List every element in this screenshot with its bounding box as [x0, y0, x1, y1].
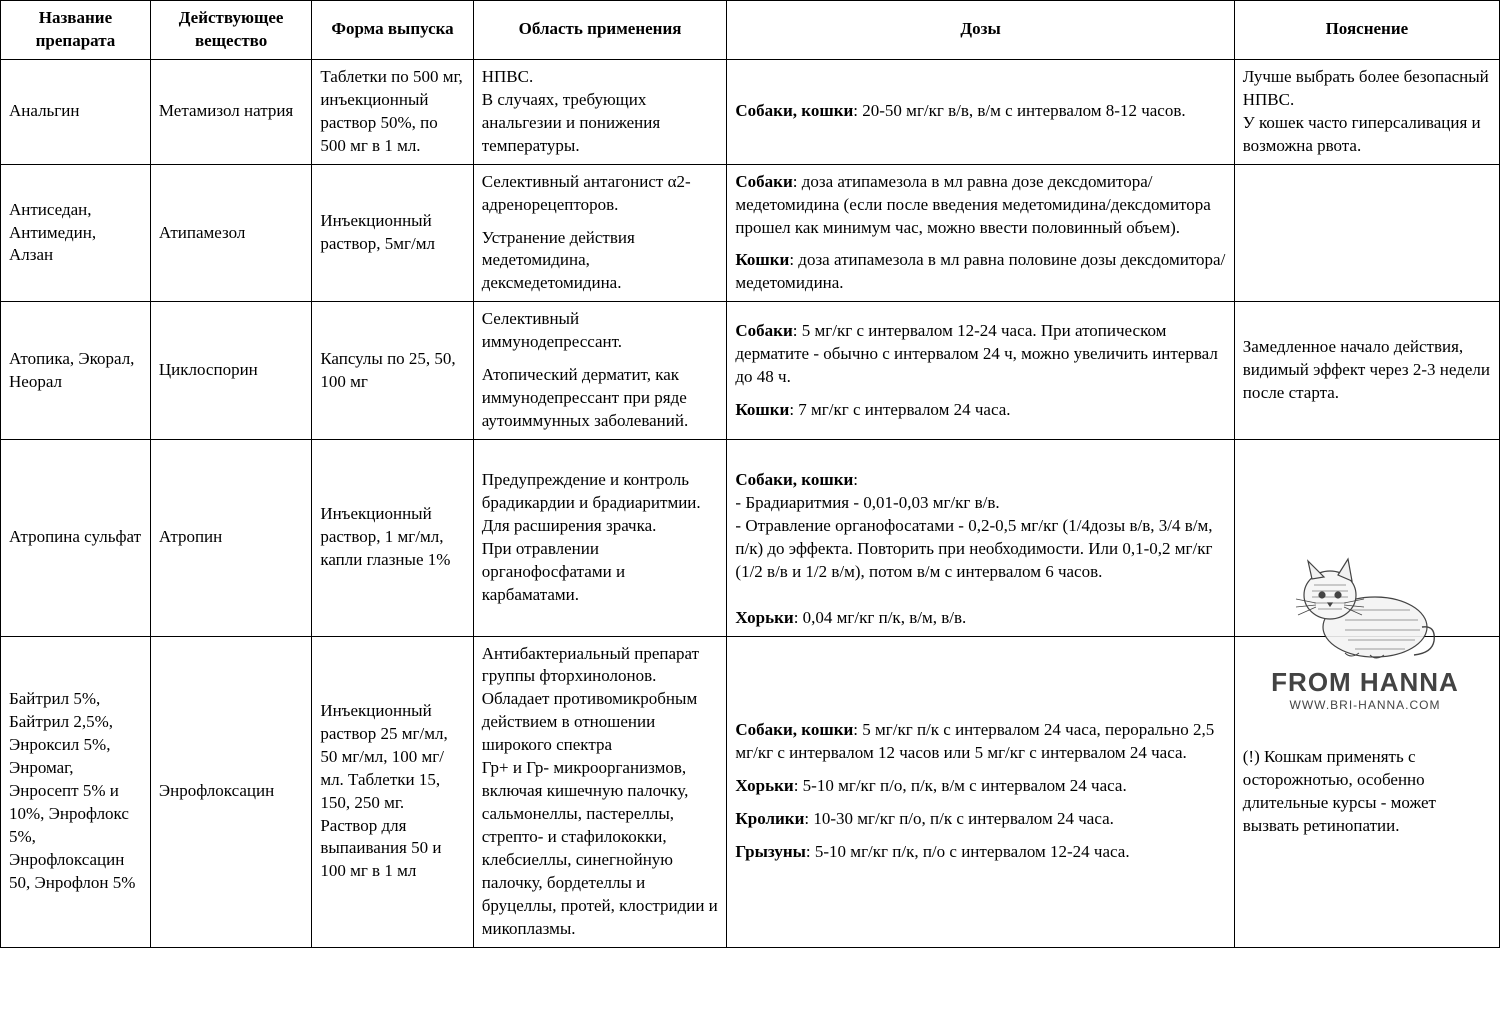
dose-label: Собаки: [735, 172, 792, 191]
table-row: Атопика, Экорал, Неорал Циклоспорин Капс…: [1, 302, 1500, 440]
dose-label: Хорьки: [735, 776, 793, 795]
app-line: Предупреждение и контроль брадикардии и …: [482, 470, 701, 535]
cell-form: Инъекционный раствор 25 мг/мл, 50 мг/мл,…: [312, 636, 473, 947]
dose-text: : 20-50 мг/кг в/в, в/м с интервалом 8-12…: [853, 101, 1185, 120]
dose-label: Собаки: [735, 321, 792, 340]
cell-dose: Собаки, кошки: - Брадиаритмия - 0,01-0,0…: [727, 440, 1234, 637]
cell-application: Селективный иммунодепрессант. Атопически…: [473, 302, 727, 440]
dose-label: Хорьки: [735, 608, 793, 627]
app-line: Селективный иммунодепрессант.: [482, 308, 719, 354]
app-line: Устранение действия медетомидина, дексме…: [482, 227, 719, 296]
dose-text: : доза атипамезола в мл равна половине д…: [735, 250, 1225, 292]
table-row: Атропина сульфат Атропин Инъекционный ра…: [1, 440, 1500, 637]
cell-dose: Собаки, кошки: 5 мг/кг п/к с интервалом …: [727, 636, 1234, 947]
cell-substance: Энрофлоксацин: [150, 636, 311, 947]
app-line: Атопический дерматит, как иммунодепресса…: [482, 364, 719, 433]
dose-text: : 7 мг/кг с интервалом 24 часа.: [789, 400, 1010, 419]
cell-dose: Собаки: 5 мг/кг с интервалом 12-24 часа.…: [727, 302, 1234, 440]
cell-application: Селективный антагонист α2-адренорецептор…: [473, 164, 727, 302]
cell-note: [1234, 440, 1499, 637]
table-row: Байтрил 5%, Байтрил 2,5%, Энроксил 5%, Э…: [1, 636, 1500, 947]
app-line: Селективный антагонист α2-адренорецептор…: [482, 171, 719, 217]
cell-application: Предупреждение и контроль брадикардии и …: [473, 440, 727, 637]
dose-text: : 5-10 мг/кг п/к, п/о с интервалом 12-24…: [806, 842, 1130, 861]
dose-text: : 5-10 мг/кг п/о, п/к, в/м с интервалом …: [794, 776, 1127, 795]
th-app: Область применения: [473, 1, 727, 60]
app-line: В случаях, требующих анальгезии и пониже…: [482, 90, 660, 155]
app-line: НПВС.: [482, 67, 533, 86]
cell-form: Инъекционный раствор, 5мг/мл: [312, 164, 473, 302]
cell-name: Атопика, Экорал, Неорал: [1, 302, 151, 440]
cell-dose: Собаки: доза атипамезола в мл равна дозе…: [727, 164, 1234, 302]
th-substance: Действующее вещество: [150, 1, 311, 60]
cell-substance: Атипамезол: [150, 164, 311, 302]
cell-substance: Атропин: [150, 440, 311, 637]
app-line: При отравлении органофосфатами и карбама…: [482, 539, 625, 604]
cell-form: Инъекционный раствор, 1 мг/мл, капли гла…: [312, 440, 473, 637]
dose-label: Кошки: [735, 400, 789, 419]
drug-table: Название препарата Действующее вещество …: [0, 0, 1500, 948]
cell-name: Анальгин: [1, 59, 151, 164]
dose-label: Собаки, кошки: [735, 470, 853, 489]
cell-substance: Метамизол натрия: [150, 59, 311, 164]
dose-text: : доза атипамезола в мл равна дозе дексд…: [735, 172, 1210, 237]
cell-substance: Циклоспорин: [150, 302, 311, 440]
table-row: Антиседан, Антимедин, Алзан Атипамезол И…: [1, 164, 1500, 302]
cell-form: Таблетки по 500 мг, инъекционный раствор…: [312, 59, 473, 164]
cell-name: Атропина сульфат: [1, 440, 151, 637]
dose-label: Грызуны: [735, 842, 806, 861]
cell-application: Антибактериальный препарат группы фторхи…: [473, 636, 727, 947]
cell-note: Лучше выбрать более безопасный НПВС. У к…: [1234, 59, 1499, 164]
cell-dose: Собаки, кошки: 20-50 мг/кг в/в, в/м с ин…: [727, 59, 1234, 164]
th-form: Форма выпуска: [312, 1, 473, 60]
th-note: Пояснение: [1234, 1, 1499, 60]
cell-application: НПВС. В случаях, требующих анальгезии и …: [473, 59, 727, 164]
cell-name: Байтрил 5%, Байтрил 2,5%, Энроксил 5%, Э…: [1, 636, 151, 947]
th-dose: Дозы: [727, 1, 1234, 60]
dose-label: Кошки: [735, 250, 789, 269]
table-row: Анальгин Метамизол натрия Таблетки по 50…: [1, 59, 1500, 164]
dose-text: : 5 мг/кг с интервалом 12-24 часа. При а…: [735, 321, 1217, 386]
header-row: Название препарата Действующее вещество …: [1, 1, 1500, 60]
dose-label: Собаки, кошки: [735, 101, 853, 120]
cell-name: Антиседан, Антимедин, Алзан: [1, 164, 151, 302]
cell-form: Капсулы по 25, 50, 100 мг: [312, 302, 473, 440]
dose-label: Кролики: [735, 809, 804, 828]
dose-text: : 10-30 мг/кг п/о, п/к с интервалом 24 ч…: [804, 809, 1114, 828]
dose-text: : 0,04 мг/кг п/к, в/м, в/в.: [794, 608, 967, 627]
th-name: Название препарата: [1, 1, 151, 60]
cell-note: (!) Кошкам применять с осторожнотью, осо…: [1234, 636, 1499, 947]
cell-note: Замедленное начало действия, видимый эфф…: [1234, 302, 1499, 440]
cell-note: [1234, 164, 1499, 302]
dose-label: Собаки, кошки: [735, 720, 853, 739]
